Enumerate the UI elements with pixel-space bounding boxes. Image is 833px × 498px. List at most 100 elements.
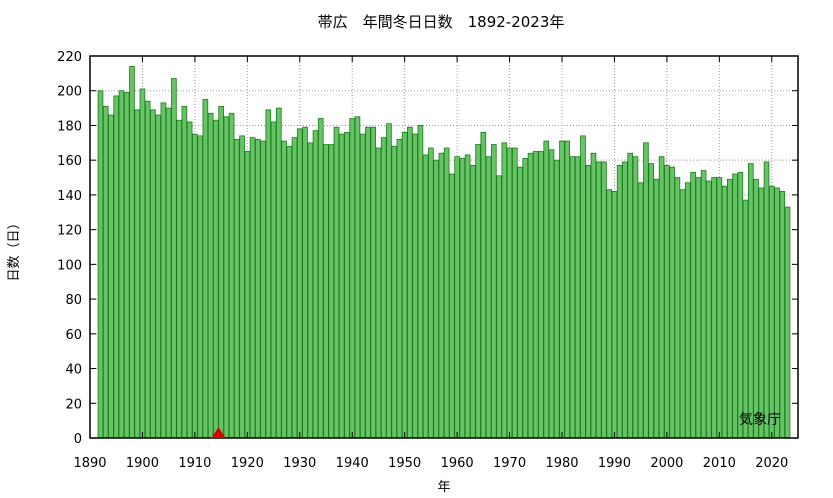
bar xyxy=(637,182,644,439)
bar xyxy=(643,142,649,439)
bar xyxy=(396,138,403,439)
bar xyxy=(532,151,539,439)
bar xyxy=(569,156,576,439)
bar xyxy=(265,109,272,439)
bar xyxy=(165,107,172,439)
bar xyxy=(506,147,513,439)
bar xyxy=(648,163,654,439)
bar xyxy=(296,128,303,439)
bar xyxy=(758,187,765,439)
bar xyxy=(711,177,717,439)
x-tick-label: 1970 xyxy=(493,456,526,471)
bar xyxy=(202,99,209,439)
x-tick-label: 1890 xyxy=(73,456,106,471)
bar xyxy=(223,116,230,439)
bar xyxy=(380,137,387,439)
bar xyxy=(564,140,571,439)
bars xyxy=(97,66,791,439)
bar xyxy=(412,133,418,439)
y-tick-label: 0 xyxy=(74,432,82,447)
bar xyxy=(407,126,413,439)
x-tick-label: 2020 xyxy=(755,456,788,471)
x-axis: 1890 1900 1910 1920 1930 1940 1950 1960 1970 1980… xyxy=(73,56,788,471)
bar xyxy=(139,88,146,439)
bar xyxy=(779,191,786,439)
bar xyxy=(213,119,219,439)
bar xyxy=(742,199,749,439)
bar xyxy=(181,105,188,439)
bar xyxy=(580,135,586,439)
bar xyxy=(459,158,466,439)
bar xyxy=(517,166,523,439)
y-tick-label: 220 xyxy=(57,50,82,65)
y-tick-label: 40 xyxy=(65,363,82,378)
bar xyxy=(616,164,623,439)
bar xyxy=(674,177,681,439)
bar xyxy=(721,185,728,439)
bar xyxy=(522,158,529,439)
bar xyxy=(511,147,518,439)
bar xyxy=(359,133,366,439)
bar xyxy=(113,95,120,439)
y-tick-label: 20 xyxy=(65,397,82,412)
bar xyxy=(302,126,308,439)
bar xyxy=(281,140,287,439)
bar xyxy=(118,90,125,439)
bar xyxy=(611,191,618,439)
y-tick-label: 200 xyxy=(57,85,82,100)
bar xyxy=(386,123,392,439)
bar xyxy=(155,114,161,439)
y-axis: 0 20 40 60 80 100 120 140 160 180 200 220 xyxy=(57,50,798,447)
bar xyxy=(328,144,335,439)
y-tick-label: 140 xyxy=(57,189,82,204)
x-tick-label: 1940 xyxy=(336,456,369,471)
bar xyxy=(144,100,151,439)
bar xyxy=(102,105,109,439)
bar xyxy=(354,116,361,439)
bar xyxy=(475,144,481,439)
bar xyxy=(732,173,738,439)
bar xyxy=(317,118,324,439)
y-tick-label: 160 xyxy=(57,154,82,169)
bar xyxy=(197,135,203,439)
bar xyxy=(590,152,597,439)
bar xyxy=(658,156,665,439)
bar xyxy=(690,171,696,439)
x-axis-label: 年 xyxy=(437,480,450,495)
bar xyxy=(716,177,723,439)
bar xyxy=(496,175,502,439)
bar xyxy=(653,178,660,439)
bar xyxy=(286,145,293,439)
bar xyxy=(365,126,371,439)
bar xyxy=(123,92,130,439)
bar xyxy=(192,133,198,439)
x-tick-label: 1950 xyxy=(388,456,421,471)
bar xyxy=(344,131,350,439)
bar xyxy=(543,140,550,439)
bar xyxy=(538,151,544,439)
bar xyxy=(312,130,319,439)
bar xyxy=(438,152,445,439)
bar xyxy=(669,166,675,439)
bar xyxy=(291,137,298,439)
bar xyxy=(491,144,497,439)
y-axis-label: 日数（日） xyxy=(7,216,22,281)
bar xyxy=(548,149,555,439)
bar xyxy=(527,152,534,439)
bar xyxy=(747,163,754,439)
x-tick-label: 1930 xyxy=(283,456,316,471)
bar xyxy=(323,144,329,439)
bar xyxy=(737,171,744,439)
bar xyxy=(428,147,434,439)
bar xyxy=(601,161,607,439)
bar xyxy=(454,156,460,439)
bar xyxy=(501,142,508,439)
x-tick-label: 1920 xyxy=(231,456,264,471)
bar xyxy=(260,140,266,439)
bar xyxy=(595,161,602,439)
x-tick-label: 1980 xyxy=(545,456,578,471)
bar xyxy=(559,140,565,439)
bar xyxy=(349,118,356,439)
bar xyxy=(333,126,340,439)
